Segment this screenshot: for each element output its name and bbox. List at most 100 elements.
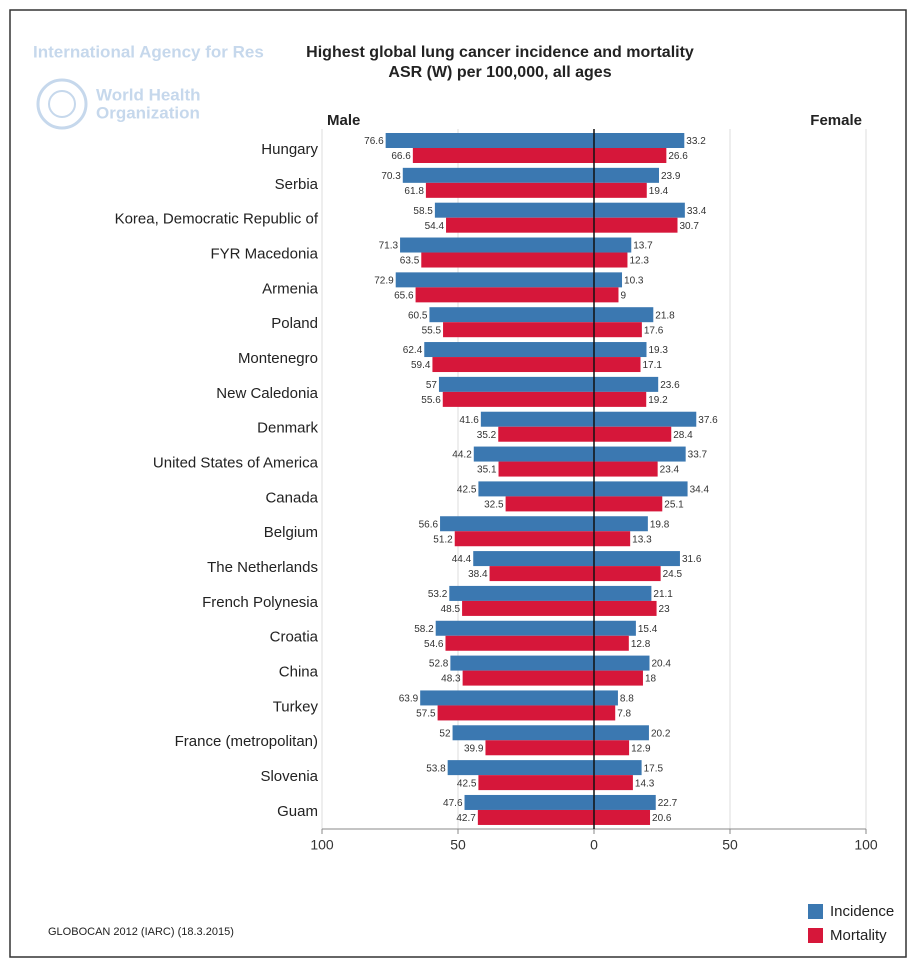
value-label: 39.9 — [464, 743, 484, 754]
bar — [485, 740, 594, 756]
who-emblem — [36, 78, 88, 130]
bar — [452, 725, 594, 741]
bar — [594, 357, 641, 373]
bar — [594, 725, 649, 741]
bar — [594, 794, 656, 810]
value-label: 55.5 — [422, 325, 442, 336]
bar — [594, 655, 650, 671]
bar — [594, 167, 660, 183]
value-label: 66.6 — [391, 151, 411, 162]
value-label: 52 — [439, 728, 451, 739]
y-tick-label: Korea, Democratic Republic of — [115, 211, 319, 228]
bar — [480, 411, 594, 427]
x-tick-label: 50 — [450, 837, 466, 853]
value-label: 42.7 — [456, 813, 476, 824]
bar — [594, 551, 680, 567]
value-label: 53.2 — [428, 589, 448, 600]
y-tick-label: United States of America — [153, 455, 319, 472]
value-label: 62.4 — [403, 345, 423, 356]
bar — [385, 133, 594, 148]
value-label: 57.5 — [416, 709, 436, 720]
chart-title: Highest global lung cancer incidence and… — [306, 44, 694, 61]
y-tick-label: China — [279, 664, 319, 681]
value-label: 22.7 — [658, 798, 678, 809]
bar — [437, 705, 594, 721]
value-label: 17.1 — [643, 360, 663, 371]
bar — [434, 202, 594, 218]
bar — [498, 426, 594, 442]
bar — [489, 566, 594, 582]
value-label: 26.6 — [668, 151, 688, 162]
value-label: 42.5 — [457, 778, 477, 789]
bar — [395, 272, 594, 288]
value-label: 18 — [645, 674, 657, 685]
value-label: 12.3 — [629, 256, 649, 267]
bar — [432, 357, 594, 373]
y-tick-label: Montenegro — [238, 350, 318, 367]
legend-label: Mortality — [830, 927, 887, 944]
value-label: 61.8 — [404, 186, 424, 197]
value-label: 13.3 — [632, 534, 652, 545]
bar — [429, 307, 594, 323]
value-label: 21.8 — [655, 310, 675, 321]
bar — [594, 217, 678, 233]
value-label: 65.6 — [394, 291, 414, 302]
value-label: 57 — [426, 380, 438, 391]
bar — [421, 252, 594, 268]
value-label: 70.3 — [381, 171, 401, 182]
y-tick-label: French Polynesia — [202, 594, 319, 611]
value-label: 10.3 — [624, 276, 644, 287]
value-label: 19.4 — [649, 186, 669, 197]
y-tick-label: New Caledonia — [216, 385, 318, 402]
value-label: 17.6 — [644, 325, 664, 336]
x-tick-label: 100 — [310, 837, 334, 853]
value-label: 60.5 — [408, 310, 428, 321]
value-label: 54.4 — [425, 221, 445, 232]
value-label: 12.8 — [631, 639, 651, 650]
value-label: 20.6 — [652, 813, 672, 824]
bar — [505, 496, 594, 512]
value-label: 44.4 — [452, 554, 472, 565]
bar — [412, 148, 594, 163]
value-label: 48.3 — [441, 674, 461, 685]
bar — [477, 809, 594, 825]
bar — [594, 182, 647, 198]
legend-swatch — [808, 928, 823, 943]
bar — [438, 376, 594, 392]
value-label: 34.4 — [690, 485, 710, 496]
bar — [449, 585, 594, 601]
value-label: 72.9 — [374, 276, 394, 287]
y-tick-label: Poland — [271, 315, 318, 332]
y-tick-label: Serbia — [275, 176, 319, 193]
y-tick-label: Denmark — [257, 420, 318, 437]
bar — [594, 740, 630, 756]
y-tick-label: France (metropolitan) — [175, 733, 318, 750]
bar — [435, 620, 594, 636]
value-label: 19.3 — [648, 345, 668, 356]
panel-label: Female — [810, 112, 862, 129]
bar — [594, 307, 654, 323]
bar — [478, 481, 594, 497]
value-label: 33.4 — [687, 206, 707, 217]
bar — [594, 620, 636, 636]
value-label: 42.5 — [457, 485, 477, 496]
bar — [594, 322, 642, 338]
value-label: 58.2 — [414, 624, 434, 635]
bar — [594, 585, 652, 601]
who-name: World Health — [96, 85, 201, 104]
value-label: 24.5 — [663, 569, 683, 580]
bar — [594, 809, 651, 825]
value-label: 51.2 — [433, 534, 453, 545]
bar — [594, 566, 661, 582]
y-tick-label: Armenia — [262, 280, 319, 297]
source: GLOBOCAN 2012 (IARC) (18.3.2015) — [48, 926, 234, 938]
value-label: 23 — [659, 604, 671, 615]
logo: International Agency for Res World Healt… — [33, 42, 264, 130]
bar — [594, 237, 632, 253]
value-label: 47.6 — [443, 798, 463, 809]
who-emblem-inner — [48, 90, 76, 118]
y-tick-label: Slovenia — [260, 768, 318, 785]
bar — [478, 775, 594, 791]
bar — [594, 705, 616, 721]
